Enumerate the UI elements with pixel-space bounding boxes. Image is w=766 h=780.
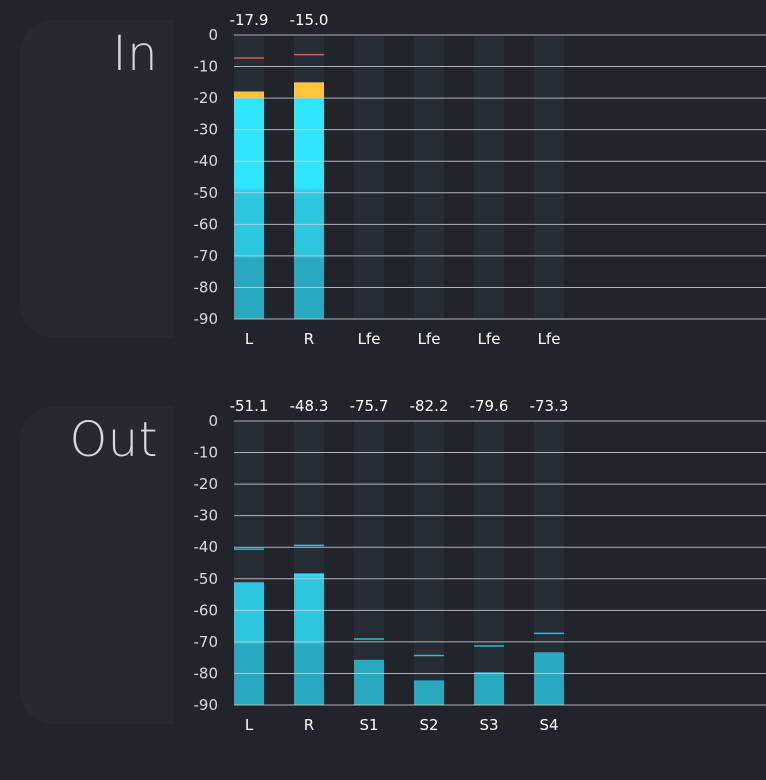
out-level-bar: [474, 672, 504, 705]
in-peak-readout: -17.9: [230, 11, 269, 29]
out-level-bar: [414, 680, 444, 705]
out-peak-readout: -73.3: [530, 397, 569, 415]
out-scale-tick-label: -90: [194, 696, 219, 714]
out-scale-tick-label: -40: [194, 538, 219, 556]
out-channel-track: [354, 421, 384, 705]
out-panel-label-box: Out: [20, 406, 174, 724]
out-level-bar: [294, 573, 324, 705]
in-level-bar-warn: [294, 82, 324, 99]
in-channel-label: L: [245, 330, 254, 348]
in-scale-tick-label: -30: [194, 121, 219, 139]
out-peak-readout: -75.7: [350, 397, 389, 415]
out-channel-track: [474, 421, 504, 705]
in-channel-label: Lfe: [478, 330, 501, 348]
out-scale-tick-label: -60: [194, 601, 219, 619]
out-scale-tick-label: 0: [208, 412, 218, 430]
in-level-bar: [294, 98, 324, 319]
in-meter-svg: 0 -10 -20 -30 -40 -50 -60 -70 -80 -90 -17.9 L -15.0 R…: [194, 11, 766, 348]
in-meter: 0 -10 -20 -30 -40 -50 -60 -70 -80 -90 -17.9 L -15.0 R…: [0, 0, 766, 380]
out-level-bar: [534, 652, 564, 705]
out-channel-label: S1: [359, 716, 378, 734]
out-peak-readout: -82.2: [410, 397, 449, 415]
in-scale-tick-label: -70: [194, 247, 219, 265]
out-peak-readout: -51.1: [230, 397, 269, 415]
in-scale-tick-label: -40: [194, 152, 219, 170]
in-scale-tick-label: -90: [194, 310, 219, 328]
in-scale-tick-label: -20: [194, 89, 219, 107]
out-scale-tick-label: -10: [194, 444, 219, 462]
out-channel-label: L: [245, 716, 254, 734]
in-scale-tick-label: -80: [194, 278, 219, 296]
in-channel-label: Lfe: [418, 330, 441, 348]
in-channel-track: [474, 35, 504, 319]
out-meter: 0 -10 -20 -30 -40 -50 -60 -70 -80 -90 -51.1 L -48.3 R…: [0, 386, 766, 766]
in-channel-label: Lfe: [358, 330, 381, 348]
in-channel-track: [534, 35, 564, 319]
in-level-bar: [234, 98, 264, 319]
out-channel-label: S2: [419, 716, 438, 734]
in-peak-readout: -15.0: [290, 11, 329, 29]
out-level-bar: [234, 582, 264, 705]
in-channel-track: [354, 35, 384, 319]
out-channel-label: S3: [479, 716, 498, 734]
in-channel-label: Lfe: [538, 330, 561, 348]
out-panel-title: Out: [69, 412, 158, 468]
in-channel-label: R: [304, 330, 314, 348]
out-peak-readout: -79.6: [470, 397, 509, 415]
out-channel-label: S4: [539, 716, 558, 734]
in-scale-tick-label: -10: [194, 58, 219, 76]
out-scale-tick-label: -20: [194, 475, 219, 493]
in-scale-tick-label: 0: [208, 26, 218, 44]
out-channel-label: R: [304, 716, 314, 734]
in-panel-label-box: In: [20, 20, 174, 338]
out-peak-readout: -48.3: [290, 397, 329, 415]
out-level-bar: [354, 659, 384, 705]
in-scale-tick-label: -60: [194, 215, 219, 233]
out-scale-tick-label: -80: [194, 664, 219, 682]
out-channel-track: [414, 421, 444, 705]
out-scale-tick-label: -70: [194, 633, 219, 651]
in-level-bar-warn: [234, 91, 264, 99]
out-scale-tick-label: -30: [194, 507, 219, 525]
out-meter-svg: 0 -10 -20 -30 -40 -50 -60 -70 -80 -90 -51.1 L -48.3 R…: [194, 397, 766, 734]
in-channel-track: [414, 35, 444, 319]
in-scale-tick-label: -50: [194, 184, 219, 202]
out-scale-tick-label: -50: [194, 570, 219, 588]
in-panel-title: In: [112, 26, 158, 82]
